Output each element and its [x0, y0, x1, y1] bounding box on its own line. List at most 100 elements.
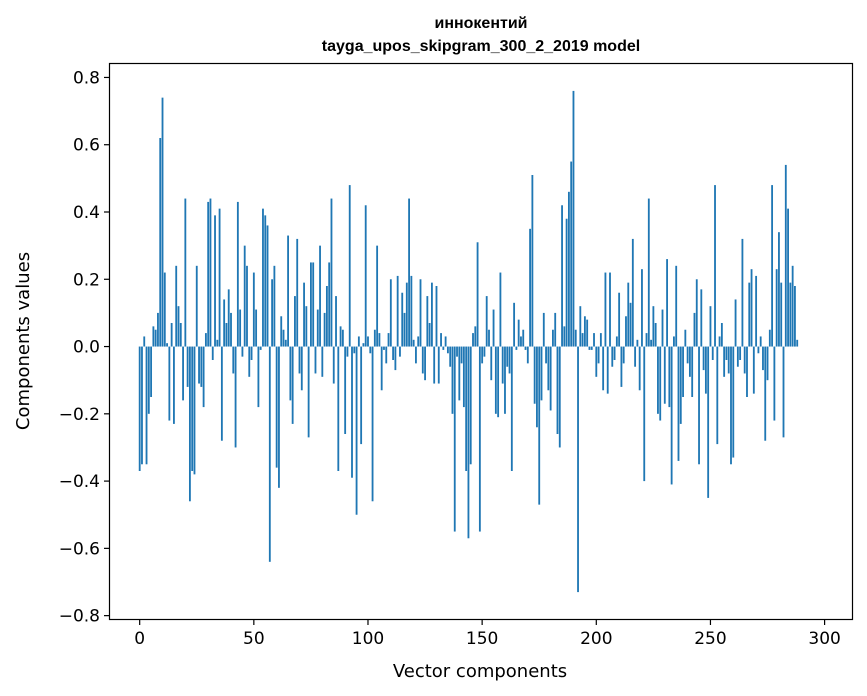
bar [421, 346, 424, 374]
bar [784, 164, 787, 347]
bar [695, 279, 698, 347]
bar [147, 346, 150, 414]
y-tick-label: 0.6 [73, 136, 100, 156]
bar [319, 245, 321, 347]
bar [143, 336, 146, 347]
bar [346, 346, 349, 357]
bar [424, 346, 426, 381]
bar [661, 309, 664, 347]
bar [682, 346, 684, 397]
bar [716, 346, 719, 445]
bar [273, 265, 276, 347]
bar [173, 346, 175, 424]
bar [634, 346, 637, 367]
bar [157, 312, 159, 347]
bar [378, 333, 381, 347]
y-tick-label: −0.4 [59, 472, 100, 492]
bar [191, 346, 194, 471]
y-axis: −0.8 −0.6 −0.4 −0.2 0.0 0.2 0.4 0.6 0.8 [59, 68, 110, 627]
bar [179, 323, 182, 347]
bar [437, 346, 440, 384]
y-tick-label: 0.4 [73, 203, 100, 223]
bar [762, 346, 764, 371]
bar [218, 208, 221, 347]
bar [408, 198, 410, 347]
bar [387, 333, 390, 347]
bar [433, 346, 436, 384]
chart-title: иннокентий [434, 15, 527, 32]
bar [654, 323, 657, 347]
bar [451, 346, 454, 414]
bar [563, 326, 566, 347]
bar [396, 275, 399, 347]
bar [415, 346, 417, 364]
chart-subtitle: tayga_upos_skipgram_300_2_2019 model [322, 38, 640, 55]
bar [259, 346, 262, 350]
bar [741, 238, 744, 347]
bar [704, 346, 707, 394]
bar [796, 339, 799, 347]
bar [572, 90, 575, 347]
bar [246, 265, 248, 347]
bar [631, 238, 634, 347]
bar [501, 346, 504, 384]
bar [556, 346, 559, 434]
bar [606, 346, 609, 394]
bar [357, 336, 360, 347]
bar [780, 282, 783, 347]
bar [440, 333, 442, 347]
bar [177, 306, 180, 347]
bar [380, 346, 383, 391]
bar [220, 346, 223, 441]
bar [280, 316, 283, 347]
bar [250, 346, 253, 360]
bar [789, 282, 792, 347]
bar [720, 323, 723, 347]
bar [435, 286, 438, 347]
bar [679, 346, 682, 424]
bar [485, 296, 488, 347]
bar [389, 279, 392, 347]
bar [202, 346, 205, 408]
bar [752, 346, 755, 394]
bar [328, 262, 331, 347]
bar [593, 333, 595, 347]
bar [303, 282, 305, 347]
y-tick-label: −0.2 [59, 405, 100, 425]
bar [449, 346, 452, 367]
bar [650, 339, 653, 347]
bar [207, 201, 210, 347]
bar [513, 302, 516, 347]
bar [209, 198, 212, 347]
bar [478, 346, 481, 532]
bar [775, 269, 778, 347]
bar [755, 275, 758, 347]
bar [168, 346, 171, 421]
bar [344, 346, 347, 434]
x-axis: 0 50 100 150 200 250 300 [134, 619, 841, 649]
bar [739, 346, 742, 360]
bar [718, 336, 721, 347]
bar [711, 346, 714, 360]
bar [529, 228, 531, 347]
bar [636, 339, 639, 347]
bar [743, 346, 746, 374]
bar [458, 346, 461, 401]
bar [574, 329, 577, 347]
bar [335, 296, 337, 347]
bar [314, 346, 317, 374]
bar [554, 312, 557, 347]
bar [625, 316, 627, 347]
bar [175, 265, 178, 347]
bar [558, 346, 561, 448]
bar [403, 312, 406, 347]
bar [730, 346, 732, 465]
bar [339, 326, 342, 347]
bar [604, 272, 607, 347]
bar [766, 346, 769, 381]
bar [456, 346, 458, 357]
bar [476, 242, 479, 347]
bar [291, 346, 294, 424]
bar [688, 346, 691, 377]
bar [645, 333, 648, 347]
